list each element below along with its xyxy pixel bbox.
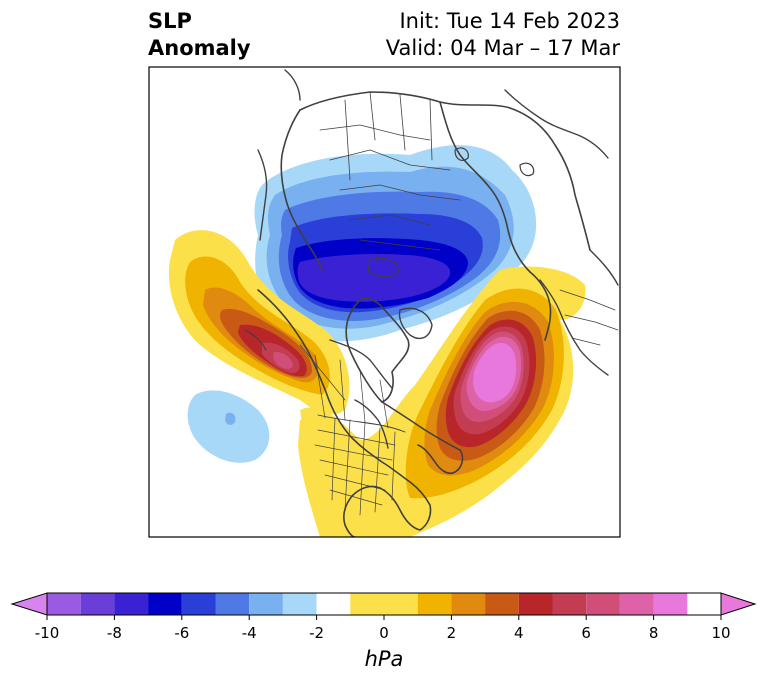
colorbar (10, 592, 757, 620)
colorbar-segment (586, 593, 620, 615)
colorbar-tick-label: -6 (174, 624, 190, 642)
map-boundaries (244, 69, 619, 537)
colorbar-tick-label: 2 (446, 624, 457, 642)
colorbar-segment (114, 593, 149, 615)
colorbar-segment (47, 593, 81, 615)
title-variable-line1: SLP (148, 9, 192, 33)
title-variable-line2: Anomaly (148, 36, 251, 60)
colorbar-tick-label: -2 (309, 624, 325, 642)
colorbar-tick-label: -10 (34, 624, 60, 642)
map-panel (149, 67, 620, 537)
positive-anomaly-pacific (168, 230, 350, 415)
colorbar-tick-label: -4 (241, 624, 257, 642)
colorbar-tick-label: 4 (514, 624, 524, 642)
colorbar-tick-label: -8 (106, 624, 122, 642)
colorbar-segment (316, 593, 351, 615)
colorbar-segment (282, 593, 317, 615)
colorbar-segment (148, 593, 182, 615)
colorbar-tick-label: 0 (379, 624, 389, 642)
colorbar-segment (653, 593, 688, 615)
colorbar-segment (417, 593, 452, 615)
colorbar-segment (485, 593, 519, 615)
colorbar-unit-label: hPa (364, 647, 404, 671)
negative-anomaly-pacific (187, 390, 270, 463)
colorbar-tick-label: 8 (648, 624, 659, 642)
valid-date-label: Valid: 04 Mar – 17 Mar (385, 36, 620, 60)
colorbar-segment (619, 593, 654, 615)
colorbar-tick-label: 10 (711, 624, 731, 642)
colorbar-tick-label: 6 (581, 624, 591, 642)
map-frame (148, 66, 621, 538)
colorbar-segment (215, 593, 250, 615)
colorbar-segment (350, 593, 418, 615)
colorbar-segment (80, 593, 115, 615)
colorbar-segment (181, 593, 216, 615)
init-date-label: Init: Tue 14 Feb 2023 (399, 9, 620, 33)
map-title-dates: Init: Tue 14 Feb 2023 Valid: 04 Mar – 17… (386, 8, 620, 62)
colorbar-under-extension (10, 592, 48, 616)
map-title-variable: SLP Anomaly (148, 8, 251, 62)
colorbar-segment (249, 593, 283, 615)
colorbar-segment (552, 593, 587, 615)
colorbar-over-extension (720, 592, 757, 616)
negative-anomaly-arctic (254, 145, 537, 342)
colorbar-segment (451, 593, 486, 615)
colorbar-segment (518, 593, 553, 615)
